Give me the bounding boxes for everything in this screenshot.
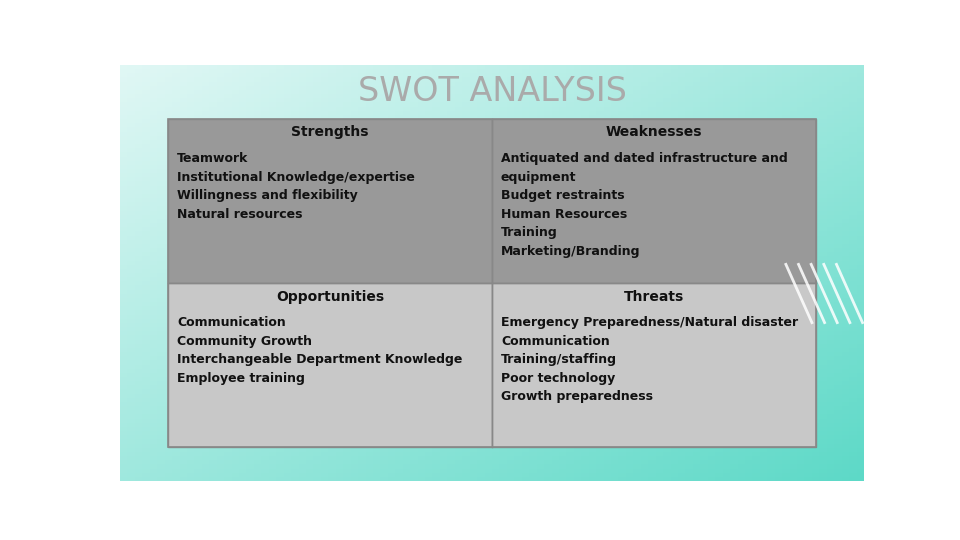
Text: Communication
Community Growth
Interchangeable Department Knowledge
Employee tra: Communication Community Growth Interchan… — [178, 316, 463, 385]
Bar — [492, 119, 816, 283]
Text: SWOT ANALYSIS: SWOT ANALYSIS — [357, 75, 627, 109]
Text: Weaknesses: Weaknesses — [606, 125, 702, 139]
Text: Threats: Threats — [624, 289, 684, 303]
Bar — [168, 119, 816, 447]
Text: Strengths: Strengths — [292, 125, 369, 139]
Text: Emergency Preparedness/Natural disaster
Communication
Training/staffing
Poor tec: Emergency Preparedness/Natural disaster … — [501, 316, 798, 403]
Text: Teamwork
Institutional Knowledge/expertise
Willingness and flexibility
Natural r: Teamwork Institutional Knowledge/experti… — [178, 152, 415, 221]
Bar — [168, 119, 492, 283]
Bar — [492, 283, 816, 447]
Text: Opportunities: Opportunities — [276, 289, 384, 303]
Text: Antiquated and dated infrastructure and
equipment
Budget restraints
Human Resour: Antiquated and dated infrastructure and … — [501, 152, 787, 258]
Bar — [168, 283, 492, 447]
